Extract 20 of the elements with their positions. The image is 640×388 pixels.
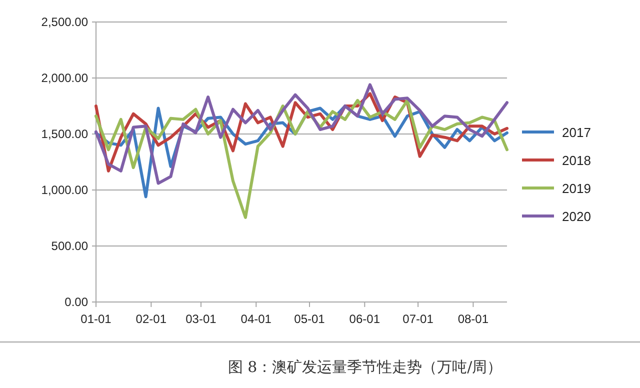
x-tick-label: 07-01 xyxy=(402,312,434,326)
x-tick-label: 06-01 xyxy=(349,312,380,326)
y-tick-label: 1,000.00 xyxy=(41,183,88,197)
line-series xyxy=(94,83,508,185)
legend-label: 2020 xyxy=(562,209,591,224)
caption: 图 8：澳矿发运量季节性走势（万吨/周） xyxy=(228,358,502,376)
legend-label: 2019 xyxy=(562,181,591,196)
x-tick-label: 03-01 xyxy=(186,312,217,326)
y-tick-label: 500.00 xyxy=(51,239,88,253)
x-tick-label: 08-01 xyxy=(458,312,489,326)
y-tick-label: 2,000.00 xyxy=(41,71,88,85)
y-tick-label: 1,500.00 xyxy=(41,127,88,141)
legend-label: 2017 xyxy=(562,125,591,140)
y-tick-label: 2,500.00 xyxy=(41,15,88,29)
x-tick-label: 02-01 xyxy=(136,312,167,326)
x-tick-label: 04-01 xyxy=(240,312,272,326)
legend-label: 2018 xyxy=(562,153,591,168)
y-tick-label: 0.00 xyxy=(64,295,88,309)
x-tick-label: 05-01 xyxy=(294,312,326,326)
x-tick-label: 01-01 xyxy=(80,312,112,326)
